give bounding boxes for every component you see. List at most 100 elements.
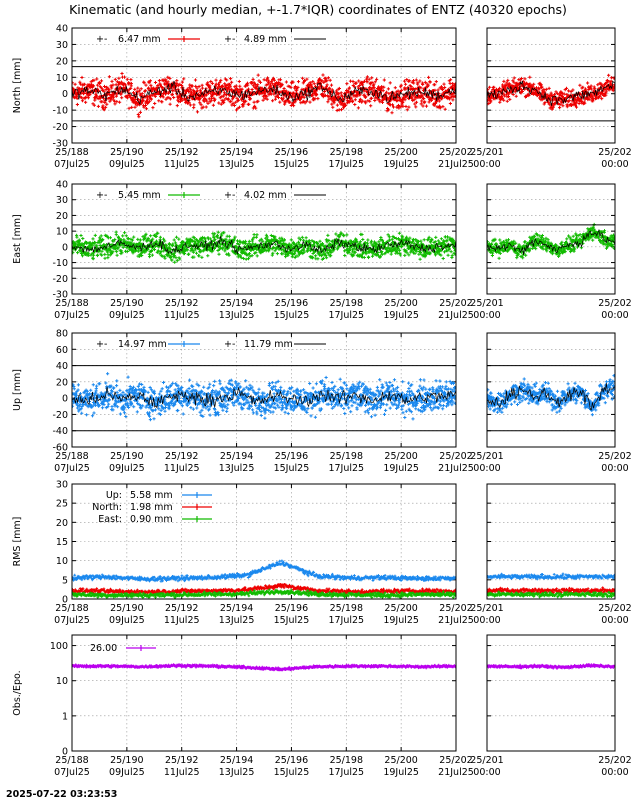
x-tick-label: 25/196 bbox=[275, 147, 308, 158]
x-tick-label: 25/202 bbox=[439, 603, 472, 614]
x-tick-date-label: 00:00 bbox=[601, 767, 628, 778]
y-tick-label: 0 bbox=[62, 595, 68, 606]
x-tick-label: 25/196 bbox=[275, 451, 308, 462]
x-tick-label: 25/196 bbox=[275, 755, 308, 766]
x-tick-label: 25/188 bbox=[55, 451, 88, 462]
y-tick-label: 20 bbox=[56, 56, 68, 67]
y-tick-label: 30 bbox=[56, 40, 68, 51]
plot-frame bbox=[486, 332, 616, 448]
x-tick-date-label: 00:00 bbox=[473, 767, 500, 778]
x-tick-date-label: 00:00 bbox=[473, 159, 500, 170]
y-tick-label: 5 bbox=[62, 575, 68, 586]
x-tick-label: 25/192 bbox=[165, 298, 198, 309]
x-tick-label: 25/200 bbox=[384, 451, 417, 462]
x-tick-date-label: 11Jul25 bbox=[164, 767, 200, 778]
legend-value: 11.79 mm bbox=[244, 339, 293, 350]
x-tick-date-label: 00:00 bbox=[601, 310, 628, 321]
x-tick-label: 25/194 bbox=[220, 755, 253, 766]
x-tick-date-label: 11Jul25 bbox=[164, 615, 200, 626]
legend-value: 4.02 mm bbox=[244, 190, 287, 201]
x-tick-label: 25/188 bbox=[55, 755, 88, 766]
x-tick-date-label: 11Jul25 bbox=[164, 310, 200, 321]
y-tick-label: 10 bbox=[56, 676, 68, 687]
x-tick-date-label: 19Jul25 bbox=[383, 767, 419, 778]
x-tick-label: 25/201 bbox=[470, 147, 503, 158]
x-tick-label: 25/198 bbox=[330, 755, 363, 766]
y-tick-label: -20 bbox=[52, 122, 68, 133]
y-tick-label: -30 bbox=[52, 139, 68, 150]
x-tick-date-label: 09Jul25 bbox=[109, 463, 145, 474]
x-tick-date-label: 00:00 bbox=[473, 310, 500, 321]
y-tick-label: 10 bbox=[56, 556, 68, 567]
kinematic-points bbox=[487, 222, 615, 260]
x-tick-label: 25/196 bbox=[275, 603, 308, 614]
x-tick-date-label: 00:00 bbox=[473, 615, 500, 626]
y-tick-label: 20 bbox=[56, 211, 68, 222]
y-tick-label: 10 bbox=[56, 227, 68, 238]
x-tick-date-label: 17Jul25 bbox=[328, 159, 364, 170]
y-tick-label: 30 bbox=[56, 195, 68, 206]
x-tick-date-label: 07Jul25 bbox=[54, 463, 90, 474]
x-tick-label: 25/192 bbox=[165, 147, 198, 158]
obs-points bbox=[72, 663, 456, 672]
data-points-north bbox=[72, 66, 456, 122]
legend-marker: +- bbox=[96, 339, 107, 350]
legend-name: East: bbox=[98, 514, 122, 525]
y-tick-label: 60 bbox=[56, 345, 68, 356]
x-tick-label: 25/202 bbox=[598, 147, 631, 158]
y-tick-label: 25 bbox=[56, 499, 68, 510]
x-tick-label: 25/188 bbox=[55, 147, 88, 158]
timestamp: 2025-07-22 03:23:53 bbox=[6, 789, 117, 800]
x-tick-date-label: 19Jul25 bbox=[383, 310, 419, 321]
x-tick-label: 25/201 bbox=[470, 298, 503, 309]
x-tick-date-label: 13Jul25 bbox=[219, 159, 255, 170]
legend-value: 5.45 mm bbox=[118, 190, 161, 201]
hourly-median-line bbox=[487, 383, 615, 411]
rms-series-up bbox=[487, 572, 615, 581]
x-tick-date-label: 07Jul25 bbox=[54, 310, 90, 321]
x-tick-label: 25/190 bbox=[110, 755, 143, 766]
x-tick-date-label: 19Jul25 bbox=[383, 159, 419, 170]
x-tick-label: 25/188 bbox=[55, 603, 88, 614]
plot-frame bbox=[71, 332, 457, 448]
rms-series-east bbox=[72, 588, 456, 599]
x-tick-label: 25/194 bbox=[220, 603, 253, 614]
legend-value: 26.00 bbox=[90, 643, 117, 654]
y-tick-label: 80 bbox=[56, 329, 68, 340]
data-points-up bbox=[72, 365, 456, 432]
y-axis-label: East [mm] bbox=[12, 214, 23, 263]
x-tick-date-label: 00:00 bbox=[601, 615, 628, 626]
x-tick-date-label: 09Jul25 bbox=[109, 159, 145, 170]
y-tick-label: 40 bbox=[56, 24, 68, 35]
y-tick-label: 40 bbox=[56, 361, 68, 372]
x-tick-label: 25/190 bbox=[110, 298, 143, 309]
x-tick-date-label: 09Jul25 bbox=[109, 310, 145, 321]
y-tick-label: 0 bbox=[62, 242, 68, 253]
x-tick-label: 25/198 bbox=[330, 451, 363, 462]
y-tick-label: 0 bbox=[62, 747, 68, 758]
x-tick-label: 25/196 bbox=[275, 298, 308, 309]
x-tick-label: 25/200 bbox=[384, 603, 417, 614]
x-tick-date-label: 15Jul25 bbox=[274, 615, 310, 626]
x-tick-date-label: 13Jul25 bbox=[219, 615, 255, 626]
x-tick-label: 25/194 bbox=[220, 298, 253, 309]
x-tick-label: 25/202 bbox=[439, 451, 472, 462]
y-tick-label: 0 bbox=[62, 89, 68, 100]
rms-series-north bbox=[487, 586, 615, 595]
y-tick-label: 1 bbox=[62, 711, 68, 722]
x-tick-date-label: 00:00 bbox=[601, 463, 628, 474]
plot-frame bbox=[71, 183, 457, 295]
x-tick-date-label: 21Jul25 bbox=[438, 463, 474, 474]
legend-marker: +- bbox=[96, 190, 107, 201]
x-tick-date-label: 19Jul25 bbox=[383, 463, 419, 474]
obs-series bbox=[72, 663, 456, 672]
x-tick-label: 25/192 bbox=[165, 451, 198, 462]
y-tick-label: -40 bbox=[52, 426, 68, 437]
x-tick-label: 25/198 bbox=[330, 603, 363, 614]
x-tick-date-label: 00:00 bbox=[601, 159, 628, 170]
y-axis-label: RMS [mm] bbox=[12, 517, 23, 567]
y-tick-label: -10 bbox=[52, 258, 68, 269]
